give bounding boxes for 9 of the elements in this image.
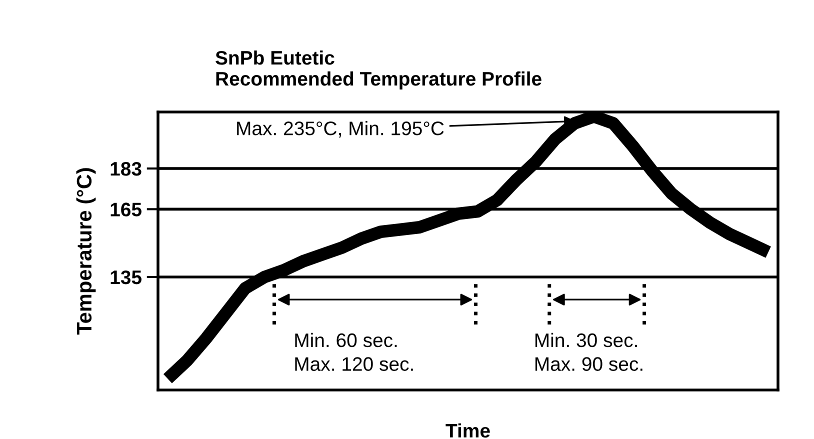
x-axis-title: Time bbox=[446, 423, 490, 438]
annotation: Max. 235°C, Min. 195°C bbox=[237, 121, 444, 138]
y-tick-label: 183 bbox=[110, 162, 142, 176]
y-axis-title: Temperature (°C) bbox=[76, 168, 96, 335]
annotation: Min. 60 sec. Max. 120 sec. bbox=[295, 332, 413, 371]
y-tick-label: 135 bbox=[110, 270, 142, 284]
chart-title: SnPb Eutetic Recommended Temperature Profile bbox=[216, 50, 542, 90]
y-tick-label: 165 bbox=[110, 202, 142, 216]
annotation: Min. 30 sec. Max. 90 sec. bbox=[535, 332, 642, 371]
